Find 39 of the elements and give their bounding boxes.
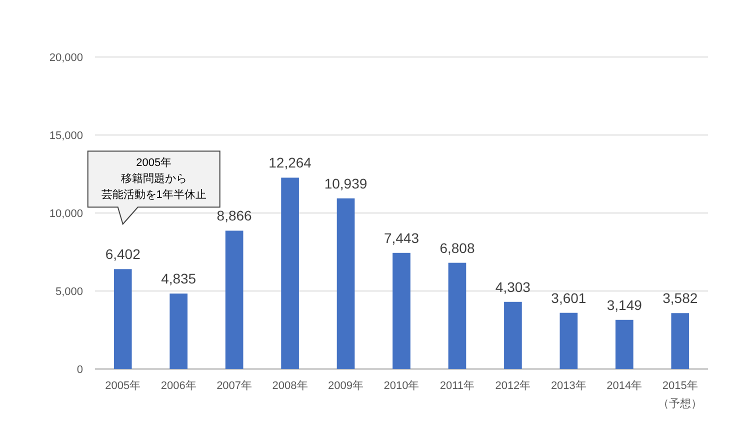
- data-label: 4,303: [495, 278, 531, 295]
- x-tick-label: 2012年: [495, 380, 531, 392]
- x-tick-label: 2011年: [440, 380, 475, 392]
- x-tick-label: 2008年: [272, 380, 308, 392]
- x-tick-label: 2010年: [384, 380, 420, 392]
- data-label: 10,939: [324, 175, 368, 192]
- data-label: 4,835: [161, 270, 196, 287]
- data-label: 8,866: [216, 208, 252, 224]
- x-tick-label: 2009年: [328, 380, 364, 392]
- data-label: 3,582: [662, 290, 698, 306]
- data-label: 3,601: [551, 290, 586, 306]
- y-tick-label: 10,000: [49, 208, 83, 220]
- bar: [448, 262, 466, 369]
- x-tick-label: 2007年: [216, 380, 252, 392]
- data-label: 6,402: [105, 246, 141, 262]
- bar: [504, 302, 522, 369]
- data-label: 7,443: [384, 230, 420, 246]
- x-tick-label: 2006年: [160, 380, 196, 392]
- y-tick-label: 5,000: [55, 286, 83, 298]
- x-tick-label: 2015年（予想）: [658, 380, 702, 410]
- bar: [114, 269, 132, 369]
- bar: [671, 313, 690, 369]
- data-label: 6,808: [440, 240, 475, 256]
- data-label: 3,149: [606, 296, 642, 313]
- annotation: 2005年移籍問題から芸能活動を1年半休止: [101, 157, 206, 202]
- x-tick-label: 2013年: [550, 380, 586, 392]
- x-tick-label: 2014年: [606, 380, 642, 392]
- x-tick-label: 2005年: [105, 380, 141, 392]
- bar: [336, 198, 355, 369]
- bar: [170, 294, 188, 369]
- bar: [392, 252, 410, 369]
- y-tick-label: 0: [76, 364, 83, 376]
- bar: [615, 320, 634, 369]
- bar: [560, 312, 578, 369]
- y-tick-label: 20,000: [49, 52, 83, 64]
- bar: [281, 178, 299, 369]
- bar: [225, 230, 244, 369]
- data-label: 12,264: [268, 154, 312, 171]
- y-tick-label: 15,000: [49, 130, 83, 142]
